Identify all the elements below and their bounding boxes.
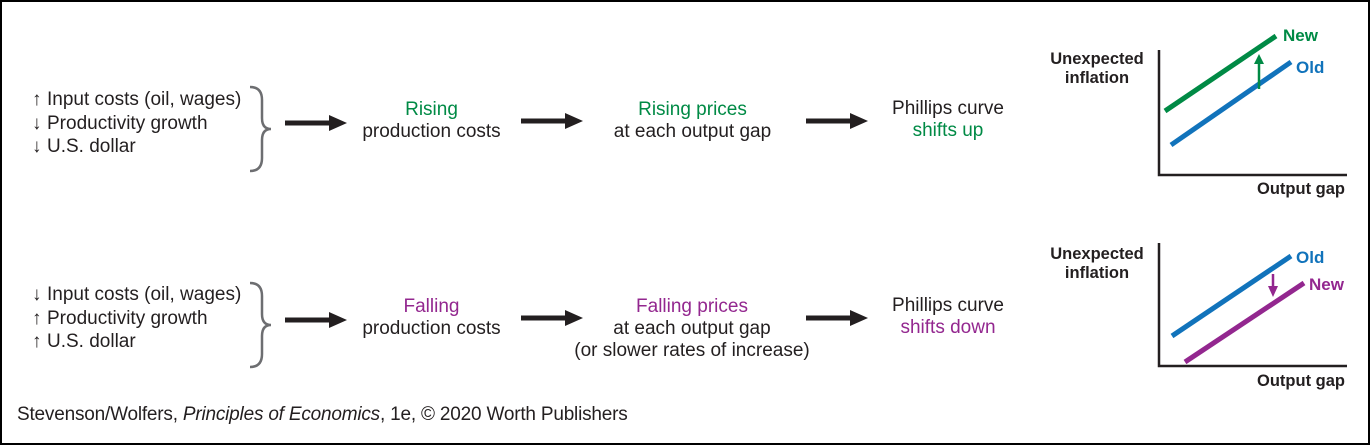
factor-item: ↑ U.S. dollar [32, 330, 241, 354]
flow-arrow-icon [521, 113, 583, 129]
source-credit: Stevenson/Wolfers, Principles of Economi… [17, 404, 628, 426]
factor-label: Input costs (oil, wages) [47, 284, 242, 305]
old-phillips-curve-line [1170, 253, 1293, 339]
factor-label: U.S. dollar [47, 331, 136, 352]
flow-arrow-icon [806, 310, 868, 326]
phillips-line2: shifts down [900, 317, 996, 338]
down-arrow-icon: ↓ [32, 136, 42, 157]
prices-line1: Falling prices [636, 296, 748, 317]
down-arrow-icon: ↓ [32, 284, 42, 305]
prices-line2: at each output gap [613, 121, 772, 142]
y-axis-label: inflation [1065, 264, 1129, 282]
factor-item: ↑ Productivity growth [32, 307, 241, 331]
new-curve-label: New [1283, 26, 1319, 45]
shift-up-arrowhead-icon [1254, 54, 1264, 64]
chart-axes [1157, 50, 1347, 177]
down-arrow-icon: ↓ [32, 112, 42, 134]
row1-factor-list: ↑ Input costs (oil, wages) ↓ Productivit… [32, 88, 241, 159]
factor-label: Productivity growth [47, 112, 208, 134]
row1-mini-chart: Unexpected inflation New Old Output gap [1050, 26, 1347, 198]
production-line1: Falling [403, 296, 460, 317]
brace-icon [249, 281, 272, 369]
factor-label: U.S. dollar [47, 136, 136, 157]
phillips-line1: Phillips curve [892, 98, 1004, 119]
y-axis-label: Unexpected [1050, 50, 1144, 68]
flow-arrow-icon [521, 310, 583, 326]
up-arrow-icon: ↑ [32, 307, 42, 329]
row2-production-costs: Falling production costs [354, 296, 509, 340]
phillips-line1: Phillips curve [892, 295, 1004, 316]
y-axis-label: inflation [1065, 69, 1129, 87]
chart-axes [1157, 243, 1347, 368]
shift-down-arrowhead-icon [1268, 286, 1278, 297]
flow-arrow-icon [285, 312, 347, 328]
production-line2: production costs [362, 318, 501, 339]
prices-line2: at each output gap [613, 318, 771, 339]
flow-arrow-icon [285, 115, 347, 131]
factor-item: ↓ Input costs (oil, wages) [32, 283, 241, 307]
row2-mini-chart: Unexpected inflation Old New Output gap [1050, 243, 1347, 390]
row1-phillips-curve: Phillips curve shifts up [878, 98, 1018, 142]
up-arrow-icon: ↑ [32, 89, 42, 110]
credit-book-title: Principles of Economics [182, 404, 380, 425]
row1-prices: Rising prices at each output gap [600, 99, 785, 143]
row2-prices: Falling prices at each output gap (or sl… [562, 296, 822, 362]
old-phillips-curve-line [1169, 59, 1293, 148]
phillips-line2: shifts up [912, 120, 984, 141]
old-curve-label: Old [1296, 248, 1324, 267]
new-phillips-curve-line [1163, 33, 1278, 114]
flow-arrow-icon [806, 113, 868, 129]
up-arrow-icon: ↑ [32, 331, 42, 352]
factor-label: Productivity growth [47, 307, 208, 329]
brace-icon [249, 85, 272, 173]
new-phillips-curve-line [1183, 280, 1306, 365]
row2-phillips-curve: Phillips curve shifts down [878, 295, 1018, 339]
credit-edition-publisher: , 1e, © 2020 Worth Publishers [379, 404, 628, 425]
row2-factor-list: ↓ Input costs (oil, wages) ↑ Productivit… [32, 283, 241, 354]
production-line1: Rising [405, 99, 458, 120]
factor-label: Input costs (oil, wages) [47, 89, 242, 110]
credit-authors: Stevenson/Wolfers, [17, 404, 183, 425]
old-curve-label: Old [1296, 58, 1324, 77]
prices-line3: (or slower rates of increase) [574, 340, 810, 361]
x-axis-label: Output gap [1257, 180, 1345, 198]
new-curve-label: New [1309, 275, 1345, 294]
row1-production-costs: Rising production costs [354, 99, 509, 143]
prices-line1: Rising prices [638, 99, 747, 120]
factor-item: ↑ Input costs (oil, wages) [32, 88, 241, 112]
factor-item: ↓ Productivity growth [32, 112, 241, 136]
production-line2: production costs [362, 121, 501, 142]
factor-item: ↓ U.S. dollar [32, 135, 241, 159]
y-axis-label: Unexpected [1050, 245, 1144, 263]
x-axis-label: Output gap [1257, 372, 1345, 390]
